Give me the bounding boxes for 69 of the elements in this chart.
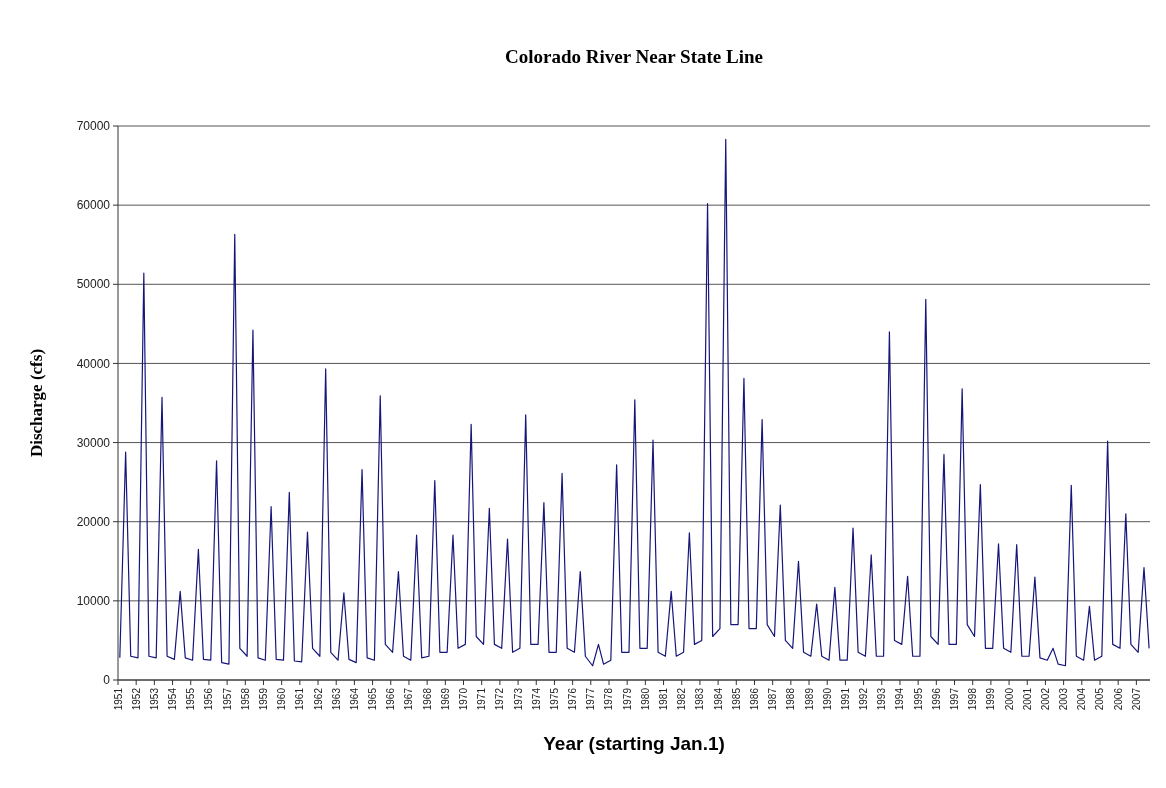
- x-tick-label: 2006: [1112, 687, 1124, 711]
- x-tick-label: 1965: [367, 687, 379, 711]
- x-tick-label: 1974: [530, 687, 542, 711]
- x-tick-label: 1991: [839, 687, 851, 711]
- line-series: [119, 138, 1150, 667]
- y-tick-label: 20000: [76, 514, 111, 529]
- x-tick-label: 1955: [185, 687, 197, 711]
- x-tick-label: 2007: [1130, 687, 1142, 711]
- y-tick-label: 0: [103, 673, 111, 688]
- x-tick-label: 1960: [276, 687, 288, 711]
- x-tick-label: 2004: [1076, 687, 1088, 711]
- x-tick-label: 1982: [676, 687, 688, 711]
- chart-title: Colorado River Near State Line: [505, 46, 763, 67]
- x-tick-label: 1987: [767, 687, 779, 711]
- x-tick-label: 1954: [167, 687, 179, 711]
- x-tick-label: 1976: [567, 687, 579, 711]
- x-axis-title: Year (starting Jan.1): [543, 733, 725, 754]
- y-tick-label: 10000: [76, 594, 111, 609]
- x-tick-label: 1968: [421, 687, 433, 711]
- x-tick-label: 1979: [621, 687, 633, 711]
- y-tick-label: 70000: [76, 119, 111, 134]
- x-tick-label: 2003: [1058, 687, 1070, 711]
- x-tick-label: 2001: [1021, 687, 1033, 711]
- x-tick-label: 1973: [512, 687, 524, 711]
- x-tick-label: 1962: [312, 687, 324, 711]
- y-tick-label: 30000: [76, 435, 111, 450]
- y-tick-label: 60000: [76, 198, 111, 213]
- x-tick-label: 1994: [894, 687, 906, 711]
- x-tick-label: 1995: [912, 687, 924, 711]
- x-tick-label: 1970: [458, 687, 470, 711]
- x-tick-label: 1999: [985, 687, 997, 711]
- x-tick-label: 1953: [148, 687, 160, 711]
- x-tick-label: 1966: [385, 687, 397, 711]
- x-tick-label: 1984: [712, 687, 724, 711]
- y-tick-label: 50000: [76, 277, 111, 292]
- x-tick-label: 1959: [257, 687, 269, 711]
- x-tick-label: 1996: [930, 687, 942, 711]
- x-tick-label: 1983: [694, 687, 706, 711]
- x-tick-label: 1992: [858, 687, 870, 711]
- x-tick-label: 1997: [949, 687, 961, 711]
- y-tick-label: 40000: [76, 356, 111, 371]
- x-tick-label: 1963: [330, 687, 342, 711]
- x-tick-label: 1967: [403, 687, 415, 711]
- x-tick-label: 1988: [785, 687, 797, 711]
- x-tick-label: 1989: [803, 687, 815, 711]
- x-tick-label: 1964: [348, 687, 360, 711]
- x-tick-label: 2005: [1094, 687, 1106, 711]
- x-tick-label: 1972: [494, 687, 506, 711]
- x-tick-label: 1998: [967, 687, 979, 711]
- x-tick-label: 1952: [130, 687, 142, 711]
- x-tick-label: 1980: [639, 687, 651, 711]
- x-tick-label: 2000: [1003, 687, 1015, 711]
- x-tick-label: 1977: [585, 687, 597, 711]
- x-tick-label: 1990: [821, 687, 833, 711]
- x-tick-label: 1993: [876, 687, 888, 711]
- x-tick-label: 1986: [748, 687, 760, 711]
- x-tick-label: 1958: [239, 687, 251, 711]
- x-tick-label: 1956: [203, 687, 215, 711]
- y-axis-title: Discharge (cfs): [27, 348, 46, 458]
- x-tick-label: 1951: [112, 687, 124, 711]
- x-tick-label: 1969: [439, 687, 451, 711]
- x-tick-label: 1975: [548, 687, 560, 711]
- x-tick-label: 1971: [476, 687, 488, 711]
- x-tick-label: 1961: [294, 687, 306, 711]
- x-tick-label: 1978: [603, 687, 615, 711]
- x-tick-label: 1985: [730, 687, 742, 711]
- x-tick-label: 1957: [221, 687, 233, 711]
- x-tick-label: 2002: [1039, 687, 1051, 711]
- x-tick-label: 1981: [658, 687, 670, 711]
